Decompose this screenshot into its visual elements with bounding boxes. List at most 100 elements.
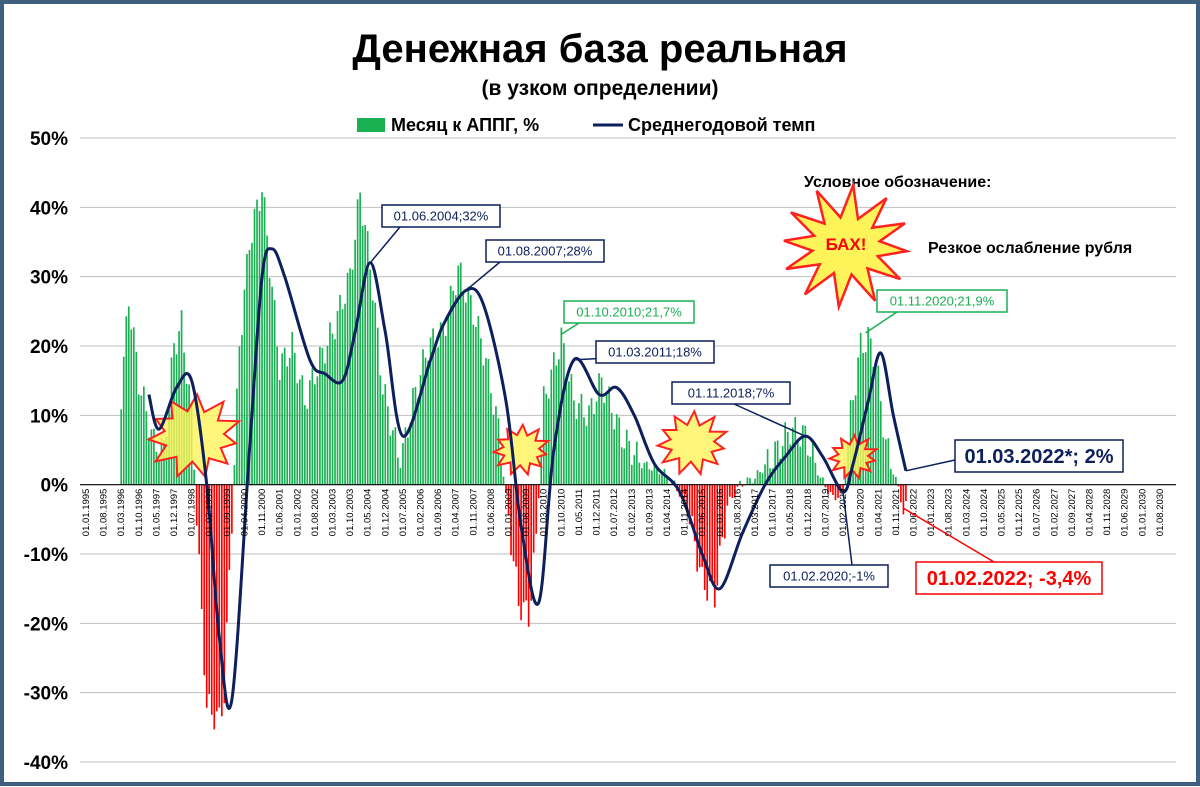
bar (271, 286, 273, 485)
bar (595, 401, 598, 485)
bar (648, 469, 651, 485)
bar (716, 484, 719, 586)
bar (766, 449, 769, 485)
x-tick-label: 01.01.2023 (926, 489, 937, 537)
x-tick-label: 01.08.2009 (521, 489, 532, 537)
annotation-box (876, 289, 1008, 313)
annotation-box (485, 239, 605, 263)
y-tick-label: 40% (30, 198, 68, 219)
x-tick-label: 01.07.2026 (1032, 489, 1043, 537)
bar (218, 484, 221, 708)
annotation-leader (903, 507, 995, 563)
bar (683, 484, 686, 499)
bar (585, 425, 588, 485)
x-tick-label: 01.08.2023 (944, 489, 955, 537)
bar (487, 358, 490, 485)
bar (258, 210, 261, 485)
x-tick-label: 01.12.2011 (592, 489, 603, 536)
bar (412, 387, 414, 485)
bar (381, 394, 384, 485)
bar (598, 373, 600, 485)
x-tick-label: 01.10.2017 (768, 489, 779, 537)
annotations: 01.06.2004;32% 01.08.2007;28% 01.10.2010;2… (369, 204, 1124, 595)
bar (180, 310, 183, 485)
bar (583, 417, 585, 485)
bar (829, 484, 832, 493)
bar (630, 464, 633, 485)
bar (331, 333, 334, 485)
bar (726, 484, 729, 506)
y-tick-label: 20% (30, 337, 68, 358)
chart-title: Денежная база реальная (352, 27, 847, 71)
y-tick-label: 50% (30, 129, 68, 150)
annotation-label: 01.08.2007;28% (498, 244, 593, 259)
bar (266, 235, 268, 485)
bar (806, 455, 809, 485)
bar (900, 484, 902, 503)
bar (208, 484, 211, 695)
bar (545, 393, 548, 485)
bar (749, 478, 751, 485)
annotation: 01.10.2010;21,7% (560, 300, 695, 335)
bar (837, 484, 839, 498)
bar (542, 386, 545, 485)
bar (424, 357, 427, 485)
x-tick-label: 01.07.1998 (187, 489, 198, 537)
bar (688, 484, 691, 525)
x-tick-label: 01.12.2004 (380, 489, 391, 537)
bar (661, 471, 663, 485)
x-tick-label: 01.09.2027 (1067, 489, 1078, 537)
bar (276, 346, 278, 485)
y-tick-label: -20% (24, 614, 68, 635)
bar (321, 348, 324, 485)
bar (789, 444, 792, 485)
bar (756, 470, 759, 485)
bar (729, 484, 731, 497)
annotation: 01.03.2011;18% (573, 340, 715, 364)
bar (454, 295, 457, 485)
x-tick-label: 01.04.2007 (451, 489, 462, 537)
annotation: 01.02.2020;-1% (769, 491, 889, 588)
x-tick-label: 01.05.2025 (996, 489, 1007, 537)
bar (801, 425, 804, 485)
x-tick-label: 01.01.1995 (81, 489, 92, 537)
x-tick-label: 01.01.2002 (292, 489, 303, 537)
bar (432, 328, 434, 485)
legend-note-title: Условное обозначение: (804, 174, 991, 191)
bar (794, 416, 797, 485)
legend-note-burst (783, 180, 912, 312)
bar (613, 429, 615, 485)
bar (746, 477, 749, 485)
annotation-box (769, 564, 889, 588)
bar (527, 484, 530, 627)
bar (633, 455, 636, 485)
bar (356, 199, 359, 485)
burst-marker (654, 408, 730, 477)
bar (475, 326, 477, 485)
bar (467, 286, 470, 485)
bar (464, 302, 467, 485)
bar (713, 484, 716, 608)
bar (480, 338, 482, 485)
bar (127, 306, 130, 485)
x-tick-label: 01.01.2016 (715, 489, 726, 537)
bar (711, 484, 714, 582)
x-tick-label: 01.09.1999 (222, 489, 233, 537)
legend-burst-shape (783, 180, 912, 312)
bar (869, 338, 872, 485)
bar (552, 352, 555, 485)
bar (882, 437, 885, 485)
x-tick-label: 01.02.2006 (416, 489, 427, 537)
bar (140, 395, 143, 485)
bar (359, 192, 361, 485)
bar (575, 419, 578, 485)
x-tick-labels: 01.01.1995 01.08.1995 01.03.1996 01.10.1996… (81, 489, 1166, 537)
annotation-leader (733, 403, 806, 437)
bar (153, 428, 155, 485)
bar (492, 414, 495, 485)
bar (457, 265, 460, 485)
bar (442, 324, 444, 485)
bar (550, 369, 553, 485)
bar (122, 356, 125, 485)
bar (346, 272, 349, 485)
